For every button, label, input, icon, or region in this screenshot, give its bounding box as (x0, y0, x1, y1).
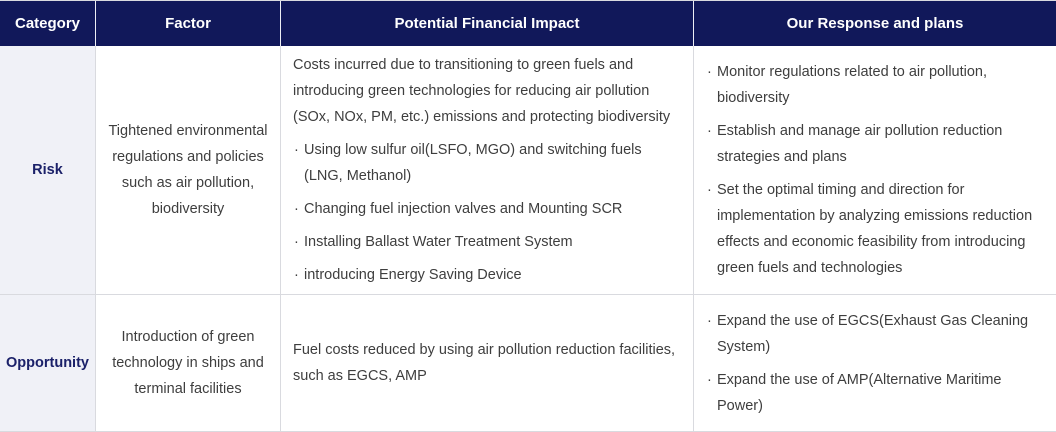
bullet-text: Establish and manage air pollution reduc… (717, 123, 1003, 165)
bullet-item: · Set the optimal timing and direction f… (706, 177, 1046, 281)
bullet-icon: · (294, 142, 299, 158)
bullet-item: · Expand the use of AMP(Alternative Mari… (706, 367, 1046, 419)
bullet-text: Using low sulfur oil(LSFO, MGO) and swit… (304, 142, 642, 184)
risk-response-cell: · Monitor regulations related to air pol… (694, 46, 1056, 295)
header-potential-financial-impact: Potential Financial Impact (281, 1, 694, 46)
bullet-icon: · (707, 371, 712, 388)
bullet-icon: · (707, 123, 712, 139)
opportunity-response-cell: · Expand the use of EGCS(Exhaust Gas Cle… (694, 295, 1056, 431)
bullet-item: · Installing Ballast Water Treatment Sys… (293, 229, 683, 255)
bullet-text: Set the optimal timing and direction for… (717, 182, 1033, 276)
opportunity-impact-cell: Fuel costs reduced by using air pollutio… (281, 295, 694, 431)
header-category: Category (0, 1, 96, 46)
bullet-item: · Expand the use of EGCS(Exhaust Gas Cle… (706, 308, 1046, 360)
bullet-text: Expand the use of EGCS(Exhaust Gas Clean… (717, 312, 1029, 355)
opportunity-category-cell: Opportunity (0, 295, 96, 431)
bullet-icon: · (707, 182, 712, 198)
risk-factor-cell: Tightened environmental regulations and … (96, 46, 281, 295)
bullet-text: Installing Ballast Water Treatment Syste… (304, 234, 573, 250)
risk-category-cell: Risk (0, 46, 96, 295)
bullet-icon: · (707, 64, 712, 80)
impact-intro: Costs incurred due to transitioning to g… (293, 57, 671, 125)
bullet-text: Changing fuel injection valves and Mount… (304, 201, 623, 217)
bullet-item: · introducing Energy Saving Device (293, 262, 683, 288)
bullet-item: · Changing fuel injection valves and Mou… (293, 196, 683, 222)
bullet-icon: · (707, 312, 712, 329)
bullet-item: · Using low sulfur oil(LSFO, MGO) and sw… (293, 137, 683, 189)
bullet-item: · Monitor regulations related to air pol… (706, 59, 1046, 111)
impact-intro: Fuel costs reduced by using air pollutio… (293, 342, 676, 384)
header-our-response-and-plans: Our Response and plans (694, 1, 1056, 46)
bullet-icon: · (294, 234, 299, 250)
bullet-text: introducing Energy Saving Device (304, 267, 522, 283)
bullet-item: · Establish and manage air pollution red… (706, 118, 1046, 170)
bullet-text: Monitor regulations related to air pollu… (717, 64, 988, 106)
bullet-text: Expand the use of AMP(Alternative Mariti… (717, 371, 1002, 414)
opportunity-factor-cell: Introduction of green technology in ship… (96, 295, 281, 431)
bullet-icon: · (294, 201, 299, 217)
bullet-icon: · (294, 267, 299, 283)
header-factor: Factor (96, 1, 281, 46)
risk-impact-cell: Costs incurred due to transitioning to g… (281, 46, 694, 295)
